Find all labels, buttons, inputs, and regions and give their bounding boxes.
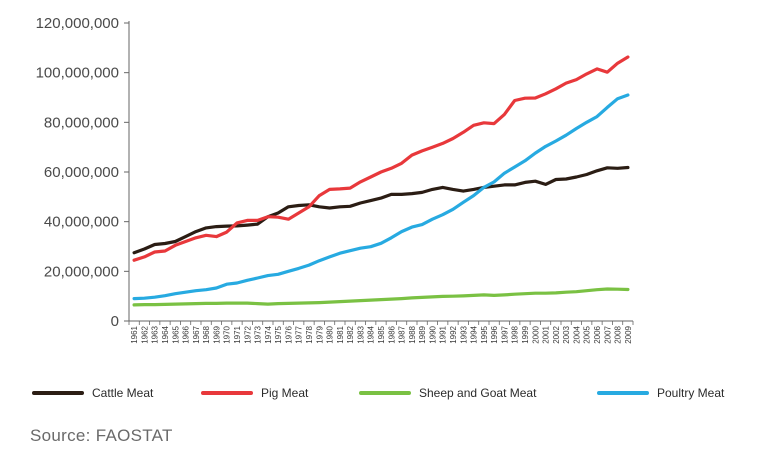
x-tick-label: 1999 [521, 325, 530, 343]
x-tick-label: 1985 [377, 325, 386, 343]
plot-area [132, 55, 630, 307]
legend-item-poultry-meat: Poultry Meat [597, 381, 724, 405]
x-tick-label: 1993 [459, 325, 468, 343]
x-tick-label: 2003 [562, 325, 571, 343]
x-tick-label: 1988 [408, 325, 417, 343]
series-line-sheep-and-goat-meat [132, 287, 630, 307]
x-tick-label: 2006 [593, 325, 602, 343]
y-tick-label: 60,000,000 [44, 164, 119, 181]
x-tick-label: 1965 [171, 325, 180, 343]
legend: Cattle Meat Pig Meat Sheep and Goat Meat… [0, 381, 767, 405]
legend-label-poultry-meat: Poultry Meat [657, 386, 725, 400]
legend-swatch-cattle-meat [32, 391, 84, 395]
x-tick-label: 1984 [367, 325, 376, 343]
x-tick-label: 1980 [326, 325, 335, 343]
y-axis: 0 20,000,000 40,000,000 60,000,000 80,000,00… [36, 15, 130, 330]
x-tick-label: 1972 [243, 325, 252, 343]
x-tick-label: 1977 [295, 325, 304, 343]
legend-swatch-sheep-and-goat-meat [359, 391, 411, 395]
x-axis: 1961 1962 1963 1964 1965 1966 1967 1968 1969 1970… [128, 320, 634, 344]
x-tick-label: 1966 [182, 325, 191, 343]
x-tick-label: 2008 [614, 325, 623, 343]
x-tick-label: 1962 [140, 325, 149, 343]
x-tick-label: 2002 [552, 325, 561, 343]
x-tick-label: 1969 [212, 325, 221, 343]
x-tick-label: 1964 [161, 325, 170, 343]
x-tick-label: 1982 [346, 325, 355, 343]
x-tick-label: 2004 [572, 325, 581, 343]
series-line-pig-meat [132, 55, 630, 262]
x-tick-label: 1975 [274, 325, 283, 343]
x-tick-label: 1970 [223, 325, 232, 343]
series-line-poultry-meat [132, 93, 630, 301]
x-tick-label: 2001 [542, 325, 551, 343]
x-tick-label: 1983 [356, 325, 365, 343]
x-tick-label: 1996 [490, 325, 499, 343]
x-tick-label: 1961 [130, 325, 139, 343]
x-tick-label: 1967 [192, 325, 201, 343]
x-tick-label: 1978 [305, 325, 314, 343]
line-chart: 0 20,000,000 40,000,000 60,000,000 80,000,00… [36, 15, 634, 344]
x-tick-label: 1994 [470, 325, 479, 343]
x-tick-label: 1976 [284, 325, 293, 343]
y-tick-label: 80,000,000 [44, 114, 119, 131]
legend-label-pig-meat: Pig Meat [261, 386, 309, 400]
x-tick-label: 1973 [254, 325, 263, 343]
legend-swatch-pig-meat [201, 391, 253, 395]
y-tick-label: 0 [111, 313, 119, 330]
y-tick-label: 100,000,000 [36, 65, 119, 82]
series-line-cattle-meat [132, 165, 630, 255]
legend-label-cattle-meat: Cattle Meat [92, 386, 154, 400]
legend-item-pig-meat: Pig Meat [201, 381, 308, 405]
x-tick-label: 1989 [418, 325, 427, 343]
x-tick-label: 1981 [336, 325, 345, 343]
x-tick-label: 2000 [531, 325, 540, 343]
legend-label-sheep-and-goat-meat: Sheep and Goat Meat [419, 386, 537, 400]
x-tick-label: 1991 [439, 325, 448, 343]
x-tick-label: 2005 [583, 325, 592, 343]
legend-item-cattle-meat: Cattle Meat [32, 381, 153, 405]
x-tick-label: 1968 [202, 325, 211, 343]
x-tick-label: 1963 [151, 325, 160, 343]
source-note: Source: FAOSTAT [30, 426, 173, 445]
x-tick-label: 1990 [428, 325, 437, 343]
x-tick-label: 1971 [233, 325, 242, 343]
y-tick-label: 20,000,000 [44, 263, 119, 280]
y-tick-label: 120,000,000 [36, 15, 119, 32]
legend-swatch-poultry-meat [597, 391, 649, 395]
x-tick-label: 1987 [398, 325, 407, 343]
y-tick-label: 40,000,000 [44, 214, 119, 231]
x-tick-label: 1995 [480, 325, 489, 343]
x-tick-label: 2007 [603, 325, 612, 343]
x-tick-label: 2009 [624, 325, 633, 343]
x-tick-label: 1979 [315, 325, 324, 343]
x-tick-label: 1997 [500, 325, 509, 343]
x-tick-label: 1974 [264, 325, 273, 343]
x-tick-label: 1986 [387, 325, 396, 343]
legend-item-sheep-and-goat-meat: Sheep and Goat Meat [359, 381, 536, 405]
x-tick-label: 1998 [511, 325, 520, 343]
x-tick-label: 1992 [449, 325, 458, 343]
